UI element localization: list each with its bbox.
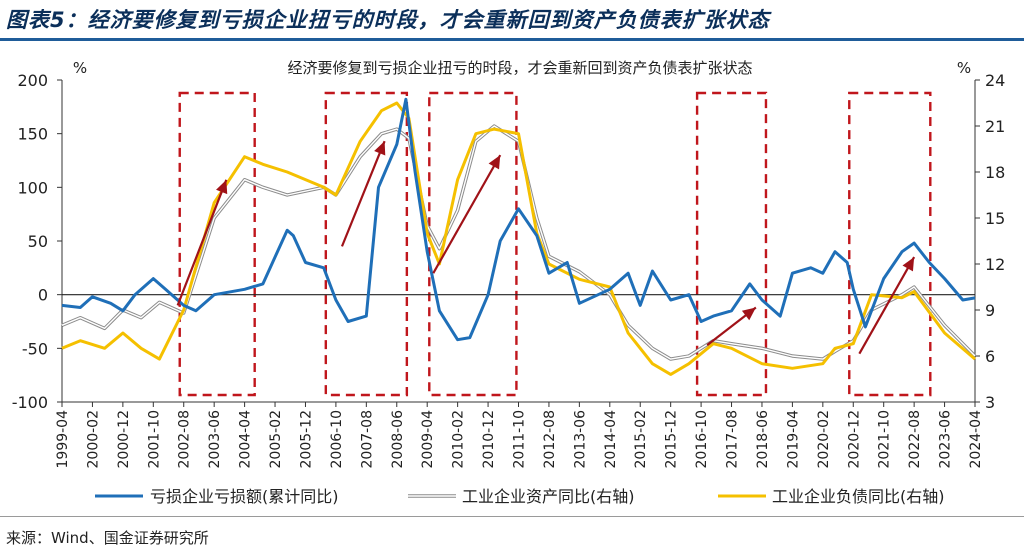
left-tick-label: 0 [38, 286, 48, 305]
legend-label: 工业企业资产同比(右轴) [462, 487, 635, 506]
x-tick-label: 2007-08 [359, 410, 375, 469]
x-tick-label: 2006-10 [329, 410, 345, 469]
x-tick-label: 2015-02 [633, 410, 649, 469]
right-tick-label: 18 [985, 163, 1005, 182]
x-tick-label: 1999-04 [55, 410, 71, 469]
trend-arrow-head-1 [216, 179, 228, 195]
x-tick-label: 2012-08 [542, 410, 558, 469]
x-tick-label: 2023-06 [938, 410, 954, 469]
right-tick-label: 24 [985, 71, 1005, 90]
right-axis-unit: % [957, 59, 971, 77]
legend-label: 亏损企业亏损额(累计同比) [150, 487, 339, 506]
x-tick-label: 2005-02 [268, 410, 284, 469]
x-tick-label: 2014-04 [603, 410, 619, 469]
x-tick-label: 2020-12 [846, 410, 862, 469]
x-tick-label: 2004-04 [238, 410, 254, 469]
right-tick-label: 12 [985, 255, 1005, 274]
highlight-box-1 [178, 91, 256, 397]
x-tick-label: 2018-06 [755, 410, 771, 469]
right-tick-label: 9 [985, 301, 995, 320]
x-tick-label: 2016-10 [694, 410, 710, 469]
figure-title: 图表5：经济要修复到亏损企业扭亏的时段，才会重新回到资产负债表扩张状态 [6, 8, 770, 32]
left-tick-label: -100 [12, 393, 48, 412]
source-note: 来源：Wind、国金证券研究所 [6, 529, 209, 547]
x-tick-label: 2002-08 [177, 410, 193, 469]
trend-arrow-5 [858, 256, 916, 355]
left-tick-label: -50 [22, 339, 48, 358]
x-tick-label: 2017-08 [725, 410, 741, 469]
series-line-assets-outline [61, 124, 977, 361]
chart-title: 经济要修复到亏损企业扭亏的时段，才会重新回到资产负债表扩张状态 [287, 59, 752, 77]
x-tick-label: 2009-04 [420, 410, 436, 469]
right-tick-label: 15 [985, 209, 1005, 228]
x-tick-label: 2000-02 [85, 410, 101, 469]
left-tick-label: 150 [17, 125, 48, 144]
footer-divider [0, 516, 1024, 517]
trend-arrow-3 [432, 154, 502, 274]
x-tick-label: 2011-10 [512, 410, 528, 469]
highlight-box-4 [695, 91, 768, 397]
trend-arrow-head-5 [902, 257, 915, 272]
title-divider [0, 38, 1024, 41]
trend-arrow-head-4 [741, 307, 756, 321]
series-line-assets [61, 125, 976, 360]
trend-arrow-2 [340, 140, 386, 247]
highlight-box-2 [324, 91, 409, 397]
x-tick-label: 2020-02 [816, 410, 832, 469]
x-tick-label: 2019-04 [785, 410, 801, 469]
series-line-liabilities [61, 101, 976, 376]
x-tick-label: 2013-06 [572, 410, 588, 469]
x-tick-label: 2003-06 [207, 410, 223, 469]
trend-arrow-head-2 [374, 141, 386, 156]
right-tick-label: 21 [985, 117, 1005, 136]
x-tick-label: 2022-08 [907, 410, 923, 469]
trend-arrow-1 [176, 179, 228, 306]
x-tick-label: 2021-10 [877, 410, 893, 469]
x-tick-label: 2000-12 [116, 410, 132, 469]
series-line-loss [61, 97, 976, 342]
x-tick-label: 2015-12 [664, 410, 680, 469]
x-tick-label: 2008-06 [390, 410, 406, 469]
x-tick-label: 2001-10 [146, 410, 162, 469]
x-tick-label: 2010-02 [451, 410, 467, 469]
x-tick-label: 2024-04 [968, 410, 984, 469]
left-tick-label: 100 [17, 178, 48, 197]
x-tick-label: 2010-12 [481, 410, 497, 469]
trend-arrow-head-3 [488, 155, 501, 170]
left-axis-unit: % [73, 59, 87, 77]
right-tick-label: 3 [985, 393, 995, 412]
x-tick-label: 2005-12 [298, 410, 314, 469]
left-tick-label: 200 [17, 71, 48, 90]
legend-label: 工业企业负债同比(右轴) [772, 487, 945, 506]
right-tick-label: 6 [985, 347, 995, 366]
highlight-box-5 [848, 91, 932, 397]
left-tick-label: 50 [28, 232, 48, 251]
